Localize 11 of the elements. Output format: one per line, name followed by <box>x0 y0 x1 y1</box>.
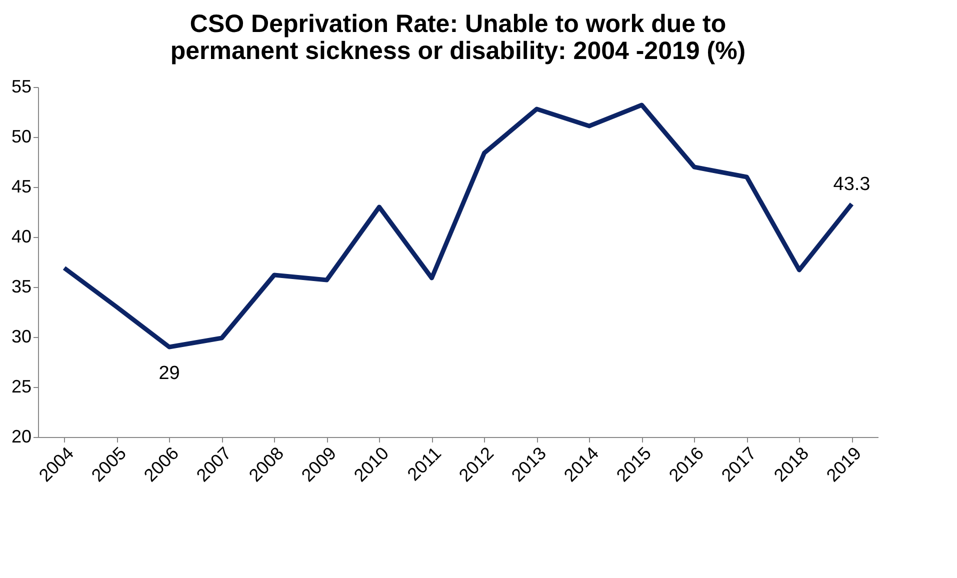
y-tick-label: 35 <box>11 276 32 296</box>
y-tick-label: 25 <box>11 376 32 396</box>
y-tick-label: 40 <box>11 226 32 246</box>
y-tick-label: 45 <box>11 176 32 196</box>
y-tick-label: 55 <box>11 76 32 96</box>
data-label: 29 <box>158 363 180 384</box>
y-tick-label: 20 <box>11 426 32 446</box>
y-tick-label: 30 <box>11 326 32 346</box>
y-tick-label: 50 <box>11 126 32 146</box>
data-label: 43.3 <box>833 174 870 195</box>
chart-title: CSO Deprivation Rate: Unable to work due to permanent sickness or disability: 2004 -2019 (%) <box>170 10 746 65</box>
